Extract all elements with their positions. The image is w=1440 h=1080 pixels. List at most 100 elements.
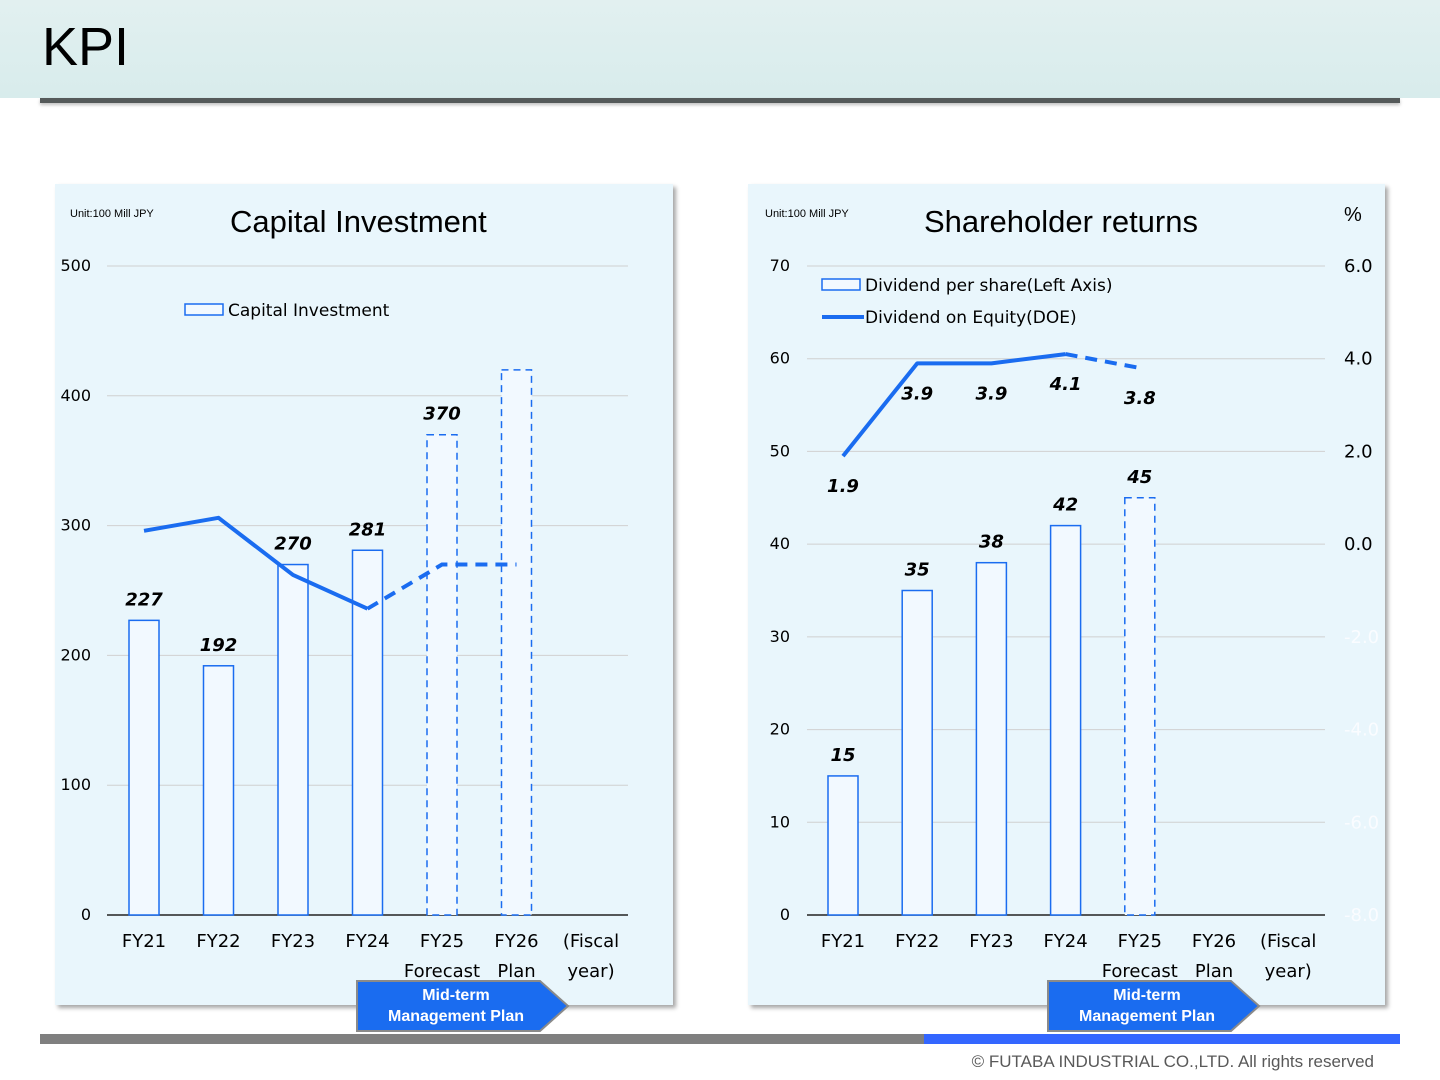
bar-value-label: 35 [905, 560, 930, 581]
header-bar: KPI [0, 0, 1440, 98]
bar-value-label: 38 [979, 532, 1004, 553]
badge-text: Mid-term Management Plan [356, 985, 556, 1027]
line-value-label: 1.9 [827, 476, 859, 497]
bar [1049, 524, 1082, 916]
y-tick-label: 30 [770, 627, 790, 646]
page-title: KPI [42, 17, 130, 77]
bar-value-label: 192 [200, 635, 238, 656]
y-tick-label: 20 [770, 720, 790, 739]
y-tick-label: 500 [60, 256, 91, 275]
line-series-dashed [366, 562, 517, 611]
bar-value-label: 45 [1126, 467, 1152, 488]
bar [500, 369, 533, 916]
x-tick-label: FY23 [969, 931, 1013, 952]
x-tick-label: FY26 [494, 931, 538, 952]
y-tick-label: 400 [60, 386, 91, 405]
y-tick-label: 50 [770, 441, 790, 460]
x-tick-label: FY22 [895, 931, 939, 952]
badge-line2: Management Plan [1078, 1008, 1216, 1025]
bar-value-label: 42 [1052, 495, 1078, 516]
x-tick-label: FY21 [821, 931, 865, 952]
legend-label: Capital Investment [228, 301, 390, 321]
capital-investment-chart: 0 100 200 300 400 500 FY21 FY22 FY23 FY24 FY25 Fore… [60, 256, 628, 982]
bar-value-label: 370 [423, 404, 461, 425]
y2-tick-label: -4.0 [1344, 720, 1379, 741]
y2-tick-label: -2.0 [1344, 627, 1379, 648]
badge-line2: Management Plan [387, 1008, 525, 1025]
left-chart-unit: Unit:100 Mill JPY [70, 208, 154, 220]
y-tick-label: 10 [770, 812, 790, 831]
bar [1124, 497, 1156, 916]
shareholder-returns-chart: 0 10 20 30 40 50 60 70 -8.0 -6.0 -4.0 -2.0 0.0 2.0 4.0… [770, 256, 1379, 982]
bar [827, 775, 859, 916]
bar [128, 619, 160, 916]
line-value-label: 3.9 [975, 383, 1007, 404]
y2-tick-label: 4.0 [1344, 349, 1373, 370]
x-tick-sublabel: Plan [497, 961, 535, 982]
x-tick-label: (Fiscal [1260, 931, 1316, 952]
x-tick-sublabel: Plan [1195, 961, 1233, 982]
y-tick-label: 60 [770, 349, 790, 368]
left-chart-title: Capital Investment [230, 204, 487, 239]
x-tick-label: FY25 [1118, 931, 1162, 952]
y-tick-label: 0 [81, 905, 91, 924]
line-value-label: 3.8 [1124, 388, 1156, 409]
right-axis-unit: % [1344, 204, 1362, 226]
x-tick-label: FY26 [1192, 931, 1236, 952]
badge-line1: Mid-term [422, 987, 490, 1004]
legend-label: Dividend per share(Left Axis) [865, 276, 1113, 296]
y2-tick-label: 0.0 [1344, 534, 1373, 555]
y-tick-label: 200 [60, 645, 91, 664]
line-value-label: 4.1 [1049, 374, 1082, 395]
right-chart-title: Shareholder returns [924, 204, 1198, 239]
legend-bar-swatch [821, 278, 861, 291]
bar [975, 561, 1008, 916]
bar-value-label: 15 [830, 745, 855, 766]
y2-tick-label: 2.0 [1344, 441, 1373, 462]
footer-rule-blue [924, 1034, 1400, 1044]
footer-rule-gray [40, 1034, 924, 1044]
badge-arrow-shape [1047, 980, 1261, 1032]
x-tick-label: FY23 [271, 931, 315, 952]
line-series-dashed [1065, 352, 1141, 370]
copyright-text: © FUTABA INDUSTRIAL CO.,LTD. All rights … [971, 1052, 1374, 1071]
y2-tick-label: -6.0 [1344, 812, 1379, 833]
bar-value-label: 227 [125, 589, 163, 610]
line-value-label: 3.9 [901, 383, 933, 404]
x-tick-label: FY22 [196, 931, 240, 952]
x-tick-sublabel: Forecast [404, 961, 480, 982]
x-tick-label: (Fiscal [563, 931, 619, 952]
line-series-solid [841, 352, 1066, 458]
x-tick-sublabel: year) [1265, 961, 1312, 982]
capital-investment-panel: Unit:100 Mill JPY Capital Investment 0 10… [55, 184, 673, 1005]
x-tick-sublabel: Forecast [1102, 961, 1178, 982]
x-tick-sublabel: year) [567, 961, 614, 982]
y-tick-label: 300 [60, 516, 91, 535]
right-chart-unit: Unit:100 Mill JPY [765, 208, 849, 220]
bar [202, 665, 235, 916]
x-tick-label: FY24 [1043, 931, 1087, 952]
shareholder-returns-panel: Unit:100 Mill JPY Shareholder returns % … [748, 184, 1385, 1005]
bar [426, 433, 458, 916]
badge-line1: Mid-term [1113, 987, 1181, 1004]
x-tick-label: FY21 [122, 931, 166, 952]
bar [901, 589, 933, 916]
y2-tick-label: -8.0 [1344, 905, 1379, 926]
bar-value-label: 270 [274, 534, 312, 555]
bar [351, 549, 384, 916]
bar-value-label: 281 [349, 519, 387, 540]
y-tick-label: 100 [60, 775, 91, 794]
badge-arrow-shape [356, 980, 570, 1032]
line-series-solid [143, 515, 369, 611]
legend-bar-swatch [184, 303, 224, 316]
y2-tick-label: 6.0 [1344, 256, 1373, 277]
bar [277, 563, 309, 916]
y-tick-label: 0 [780, 905, 790, 924]
legend-label: Dividend on Equity(DOE) [865, 308, 1077, 328]
mid-term-plan-badge-left: Mid-term Management Plan [356, 980, 570, 1032]
header-rule [40, 98, 1400, 103]
mid-term-plan-badge-right: Mid-term Management Plan [1047, 980, 1261, 1032]
y-tick-label: 40 [770, 534, 790, 553]
badge-text: Mid-term Management Plan [1047, 985, 1247, 1027]
x-tick-label: FY24 [345, 931, 389, 952]
